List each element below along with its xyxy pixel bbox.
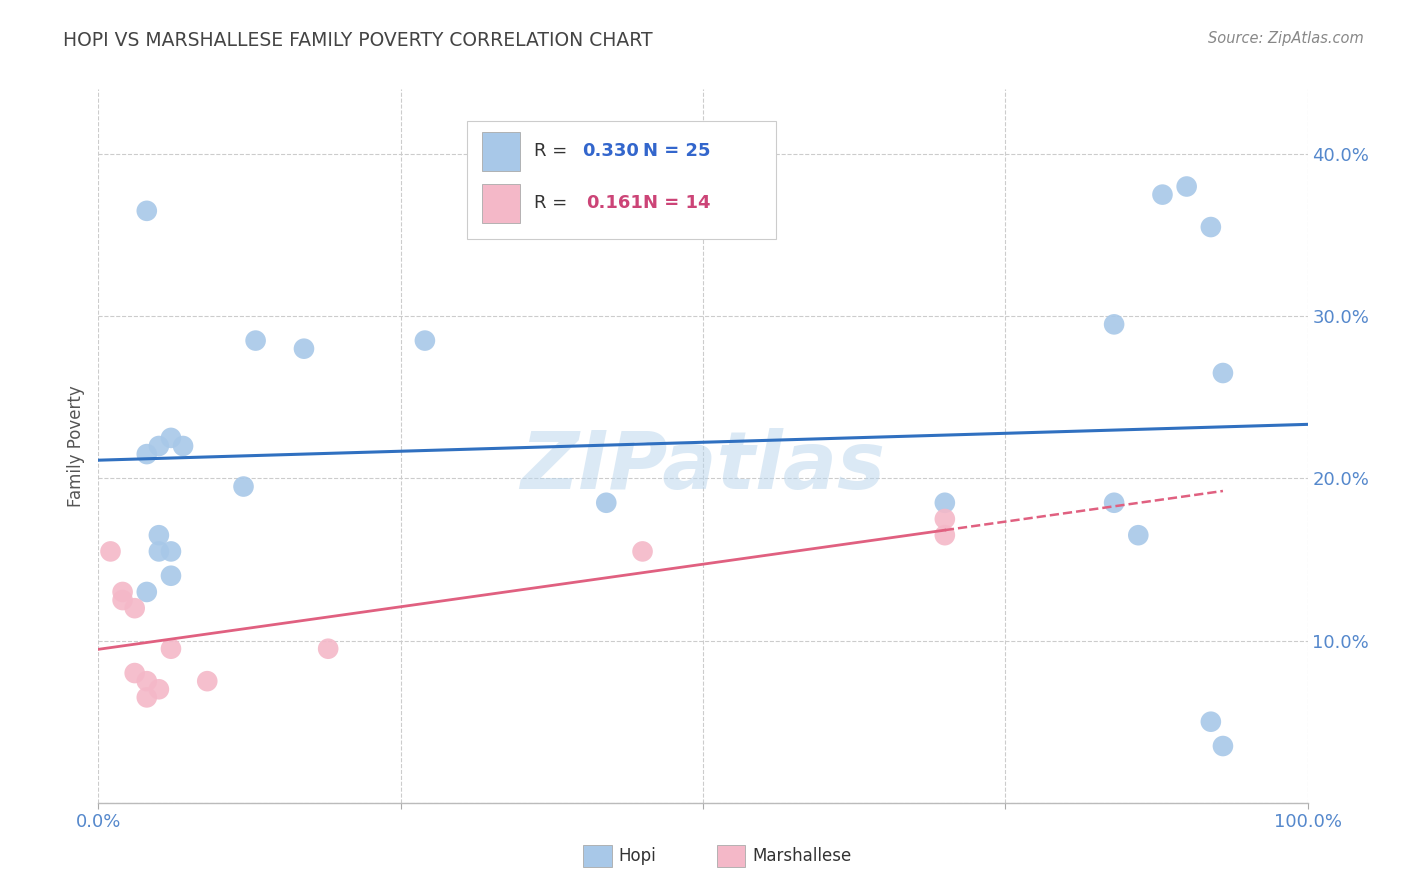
Point — [148, 682, 170, 697]
Point — [1102, 318, 1125, 332]
Text: Hopi: Hopi — [619, 847, 657, 865]
Point — [148, 528, 170, 542]
Point — [1199, 220, 1222, 235]
Point — [111, 585, 134, 599]
Point — [160, 431, 183, 445]
Point — [1128, 528, 1150, 542]
Text: HOPI VS MARSHALLESE FAMILY POVERTY CORRELATION CHART: HOPI VS MARSHALLESE FAMILY POVERTY CORRE… — [63, 31, 652, 50]
Point — [160, 568, 183, 582]
Point — [172, 439, 194, 453]
Point — [292, 342, 315, 356]
Point — [135, 447, 157, 461]
Point — [135, 203, 157, 218]
Point — [160, 544, 183, 558]
Point — [135, 674, 157, 689]
Point — [148, 544, 170, 558]
Point — [934, 512, 956, 526]
Point — [160, 641, 183, 656]
Text: ZIPatlas: ZIPatlas — [520, 428, 886, 507]
Point — [111, 593, 134, 607]
Point — [1212, 366, 1234, 380]
Point — [124, 601, 146, 615]
Point — [1152, 187, 1174, 202]
Text: 0.330: 0.330 — [582, 143, 638, 161]
Text: 0.161: 0.161 — [586, 194, 643, 212]
Point — [595, 496, 617, 510]
Point — [413, 334, 436, 348]
Text: Source: ZipAtlas.com: Source: ZipAtlas.com — [1208, 31, 1364, 46]
Point — [135, 690, 157, 705]
Y-axis label: Family Poverty: Family Poverty — [66, 385, 84, 507]
Bar — [482, 184, 520, 223]
Text: R =: R = — [534, 194, 578, 212]
Point — [100, 544, 122, 558]
Point — [316, 641, 339, 656]
Point — [1102, 496, 1125, 510]
Point — [124, 666, 146, 681]
Point — [232, 479, 254, 493]
Point — [245, 334, 267, 348]
Text: R =: R = — [534, 143, 572, 161]
Text: N = 25: N = 25 — [643, 143, 710, 161]
Point — [1212, 739, 1234, 753]
Point — [934, 528, 956, 542]
FancyBboxPatch shape — [467, 121, 776, 239]
Point — [934, 496, 956, 510]
Text: N = 14: N = 14 — [643, 194, 710, 212]
Point — [148, 439, 170, 453]
Text: Marshallese: Marshallese — [752, 847, 852, 865]
Point — [1175, 179, 1198, 194]
Point — [135, 585, 157, 599]
Point — [1199, 714, 1222, 729]
Bar — [482, 132, 520, 171]
Point — [195, 674, 218, 689]
Point — [631, 544, 654, 558]
